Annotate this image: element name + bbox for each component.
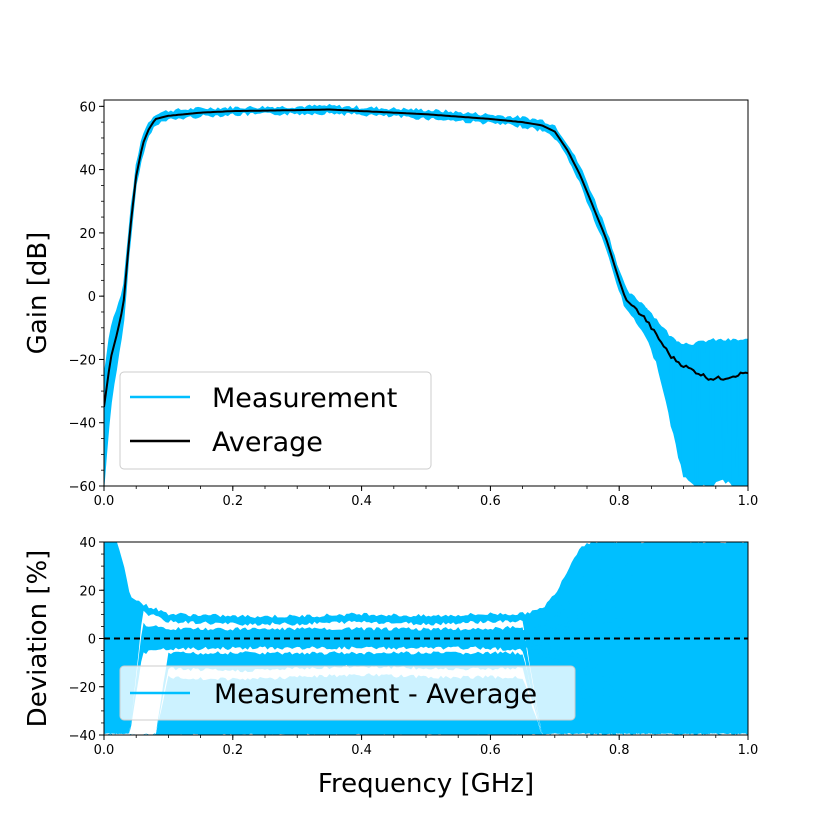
x-tick-label: 1.0 [738, 743, 759, 758]
legend-box [119, 665, 576, 721]
plot-area [104, 103, 748, 486]
diverging-trace [516, 567, 633, 638]
diverging-trace [516, 638, 633, 664]
diverging-trace [516, 542, 610, 636]
diverging-trace [516, 639, 633, 717]
y-axis-label: Deviation [%] [23, 550, 53, 728]
y-axis-label: Gain [dB] [23, 232, 53, 355]
y-tick-label: −20 [69, 681, 96, 696]
x-tick-label: 0.6 [480, 494, 501, 509]
band-gap [104, 610, 748, 735]
y-tick-label: −20 [69, 353, 96, 368]
x-tick-label: 0.0 [94, 743, 115, 758]
x-tick-label: 0.8 [609, 743, 630, 758]
x-tick-label: 1.0 [738, 494, 759, 509]
y-tick-label: 40 [79, 164, 96, 179]
x-tick-label: 0.2 [222, 743, 243, 758]
diverging-trace [515, 586, 633, 638]
y-tick-label: −40 [69, 417, 96, 432]
x-tick-label: 0.0 [94, 494, 115, 509]
diverging-trace [515, 556, 633, 638]
x-tick-label: 0.4 [351, 494, 372, 509]
x-tick-label: 0.4 [351, 743, 372, 758]
diverging-trace [516, 640, 633, 692]
gain-plot: 0.0 0.2 0.4 0.6 0.8 1.0 60 40 20 0 −20 −40 −60 Gain [… [23, 99, 759, 509]
legend-box [119, 371, 432, 470]
diverging-trace [515, 542, 607, 634]
x-tick-label: 0.8 [609, 494, 630, 509]
y-tick-label: −40 [69, 729, 96, 744]
deviation-plot: 0.0 0.2 0.4 0.6 0.8 1.0 40 20 0 −20 −40 Deviation [… [23, 536, 759, 799]
legend-entry: Measurement [212, 383, 397, 414]
y-tick-label: −60 [69, 480, 96, 495]
average-line [104, 108, 748, 408]
x-tick-label: 0.6 [480, 743, 501, 758]
diverging-trace [515, 612, 633, 640]
x-tick-label: 0.2 [222, 494, 243, 509]
y-tick-label: 20 [79, 227, 96, 242]
legend-entry: Measurement - Average [214, 679, 537, 710]
diverging-trace [515, 640, 633, 735]
legend: Measurement - Average [119, 665, 576, 721]
legend-entry: Average [212, 427, 323, 458]
y-tick-label: 40 [79, 536, 96, 551]
y-tick-label: 20 [79, 584, 96, 599]
measurement-band [104, 103, 748, 486]
diverging-trace [515, 542, 603, 635]
y-tick-label: 0 [88, 290, 96, 305]
y-tick-label: 0 [88, 633, 96, 648]
y-tick-label: 60 [79, 100, 96, 115]
legend: Measurement Average [119, 371, 432, 470]
x-axis-label: Frequency [GHz] [318, 769, 534, 799]
diverging-trace [515, 542, 617, 635]
